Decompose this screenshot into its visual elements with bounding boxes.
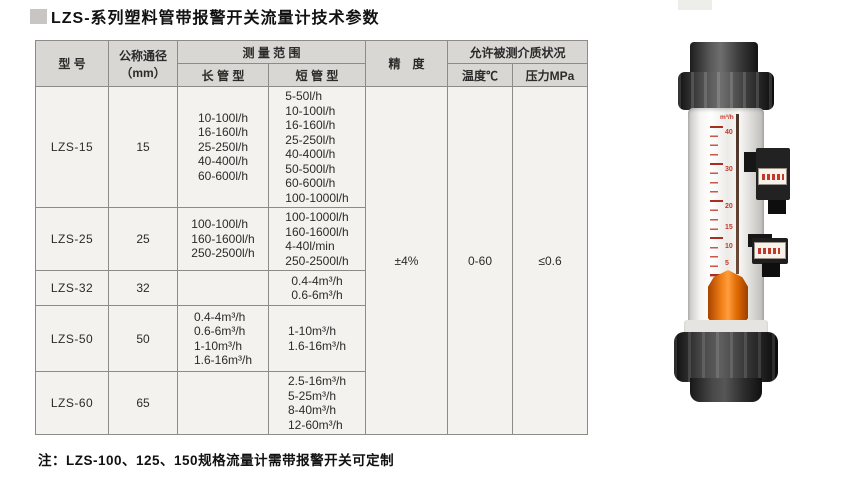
table-row: LZS-32 32 0.4-4m³/h 0.6-6m³/h xyxy=(35,270,588,307)
short-range-cell: 1-10m³/h 1.6-16m³/h xyxy=(268,305,366,373)
diameter-cell: 65 xyxy=(108,371,178,436)
long-range-cell xyxy=(177,371,269,436)
table-row: LZS-50 50 0.4-4m³/h 0.6-6m³/h 1-10m³/h 1… xyxy=(35,305,588,373)
spec-table: 型 号 公称通径 （mm） 测 量 范 围 精 度 允许被测介质状况 长 管 型… xyxy=(35,40,588,436)
meter-scale-label: 5 xyxy=(725,260,729,267)
short-range-cell: 100-1000l/h 160-1600l/h 4-40l/min 250-25… xyxy=(268,207,366,272)
alarm-switch-label-text-marks xyxy=(762,174,784,180)
temperature-cell: 0-60 xyxy=(447,85,513,436)
meter-scale-label: 15 xyxy=(725,224,733,231)
alarm-switch-label-text-marks xyxy=(758,248,780,254)
meter-scale-label: 20 xyxy=(725,203,733,210)
long-range-cell: 10-100l/h 16-160l/h 25-250l/h 40-400l/h … xyxy=(177,85,269,209)
page-title: LZS-系列塑料管带报警开关流量计技术参数 xyxy=(51,10,380,27)
long-range-list: 100-100l/h 160-1600l/h 250-2500l/h xyxy=(191,217,255,261)
model-cell: LZS-50 xyxy=(35,305,109,373)
header-accuracy: 精 度 xyxy=(365,40,448,87)
meter-top-union-nut xyxy=(678,72,774,110)
meter-scale-label: 10 xyxy=(725,243,733,250)
page-title-row: LZS-系列塑料管带报警开关流量计技术参数 xyxy=(30,4,380,28)
meter-scale-label: 30 xyxy=(725,166,733,173)
meter-bottom-pipe-stub xyxy=(690,378,762,402)
table-row: LZS-25 25 100-100l/h 160-1600l/h 250-250… xyxy=(35,207,588,272)
footnote: 注：LZS-100、125、150规格流量计需带报警开关可定制 xyxy=(38,453,395,468)
long-range-cell xyxy=(177,270,269,307)
short-range-list: 2.5-16m³/h 5-25m³/h 8-40m³/h 12-60m³/h xyxy=(287,374,347,432)
alarm-switch-upper-tab xyxy=(768,200,786,214)
long-range-list: 0.4-4m³/h 0.6-6m³/h 1-10m³/h 1.6-16m³/h xyxy=(193,309,253,368)
header-temperature: 温度℃ xyxy=(447,63,513,87)
alarm-switch-upper-label xyxy=(758,168,787,185)
header-medium-condition: 允许被测介质状况 xyxy=(447,40,588,64)
header-diameter: 公称通径 （mm） xyxy=(108,40,178,87)
long-range-cell: 0.4-4m³/h 0.6-6m³/h 1-10m³/h 1.6-16m³/h xyxy=(177,305,269,373)
model-cell: LZS-25 xyxy=(35,207,109,272)
accuracy-cell: ±4% xyxy=(365,85,448,436)
photo-background-edge xyxy=(678,0,712,10)
meter-float xyxy=(708,270,748,326)
meter-top-pipe-stub xyxy=(690,42,758,74)
alarm-switch-lower-label xyxy=(754,242,786,259)
short-range-list: 100-1000l/h 160-1600l/h 4-40l/min 250-25… xyxy=(285,210,349,268)
flow-meter-photo: m³/h 40 30 20 15 10 5 xyxy=(640,0,854,410)
pressure-cell: ≤0.6 xyxy=(512,85,588,436)
header-short-tube: 短 管 型 xyxy=(268,63,366,87)
header-diameter-line2: （mm） xyxy=(120,65,166,80)
model-cell: LZS-32 xyxy=(35,270,109,307)
diameter-cell: 25 xyxy=(108,207,178,272)
short-range-cell: 5-50l/h 10-100l/h 16-160l/h 25-250l/h 40… xyxy=(268,85,366,209)
meter-guide-rod xyxy=(736,114,739,274)
short-range-list: 1-10m³/h 1.6-16m³/h xyxy=(287,324,347,353)
table-row: LZS-60 65 2.5-16m³/h 5-25m³/h 8-40m³/h 1… xyxy=(35,371,588,436)
short-range-list: 5-50l/h 10-100l/h 16-160l/h 25-250l/h 40… xyxy=(285,89,349,205)
long-range-list: 10-100l/h 16-160l/h 25-250l/h 40-400l/h … xyxy=(197,110,249,183)
meter-scale-major-ticks xyxy=(710,126,723,312)
diameter-cell: 50 xyxy=(108,305,178,373)
model-cell: LZS-15 xyxy=(35,85,109,209)
header-long-tube: 长 管 型 xyxy=(177,63,269,87)
short-range-list: 0.4-4m³/h 0.6-6m³/h xyxy=(291,273,343,303)
meter-bottom-union-nut xyxy=(674,332,778,382)
header-model: 型 号 xyxy=(35,40,109,87)
header-pressure: 压力MPa xyxy=(512,63,588,87)
long-range-cell: 100-100l/h 160-1600l/h 250-2500l/h xyxy=(177,207,269,272)
title-bullet-square xyxy=(30,8,47,24)
alarm-switch-lower-tab xyxy=(762,263,780,277)
diameter-cell: 32 xyxy=(108,270,178,307)
meter-scale-label: 40 xyxy=(725,129,733,136)
short-range-cell: 2.5-16m³/h 5-25m³/h 8-40m³/h 12-60m³/h xyxy=(268,371,366,436)
header-diameter-line1: 公称通径 xyxy=(118,48,167,63)
model-cell: LZS-60 xyxy=(35,371,109,436)
table-row: LZS-15 15 10-100l/h 16-160l/h 25-250l/h … xyxy=(35,85,588,436)
diameter-cell: 15 xyxy=(108,85,178,209)
header-measuring-range: 测 量 范 围 xyxy=(177,40,366,64)
short-range-cell: 0.4-4m³/h 0.6-6m³/h xyxy=(268,270,366,307)
meter-scale-unit: m³/h xyxy=(720,114,734,121)
